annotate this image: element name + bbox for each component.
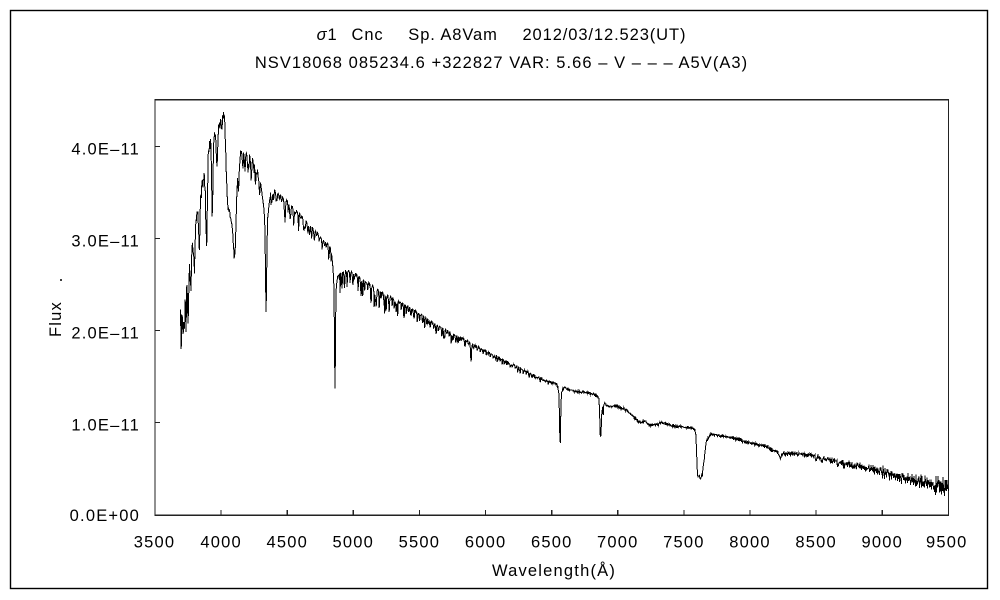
svg-text:σ1 Cnc Sp. A8Vam 2012/03: σ1 Cnc Sp. A8Vam 2012/03/12.523(UT) bbox=[317, 26, 687, 44]
svg-text:8000: 8000 bbox=[729, 534, 771, 552]
svg-text:NSV18068 085234.6 +322827 VAR:: NSV18068 085234.6 +322827 VAR: 5.66 – V … bbox=[255, 54, 748, 72]
svg-text:0.0E+00: 0.0E+00 bbox=[70, 507, 140, 525]
svg-text:2.0E–11: 2.0E–11 bbox=[71, 325, 140, 343]
svg-text:4000: 4000 bbox=[200, 534, 242, 552]
svg-text:1.0E–11: 1.0E–11 bbox=[71, 417, 140, 435]
svg-text:4.0E–11: 4.0E–11 bbox=[71, 141, 140, 159]
svg-text:Wavelength(Å): Wavelength(Å) bbox=[492, 561, 616, 580]
svg-text:3.0E–11: 3.0E–11 bbox=[71, 233, 140, 251]
svg-text:7000: 7000 bbox=[597, 534, 639, 552]
svg-text:3500: 3500 bbox=[134, 534, 176, 552]
svg-text:9000: 9000 bbox=[861, 534, 903, 552]
svg-text:6500: 6500 bbox=[531, 534, 573, 552]
svg-text:8500: 8500 bbox=[795, 534, 837, 552]
svg-text:7500: 7500 bbox=[663, 534, 705, 552]
svg-text:6000: 6000 bbox=[465, 534, 507, 552]
svg-text:5500: 5500 bbox=[399, 534, 441, 552]
svg-text:Flux: Flux bbox=[47, 301, 65, 337]
svg-text:9500: 9500 bbox=[926, 534, 968, 552]
svg-text:4500: 4500 bbox=[266, 534, 308, 552]
svg-text:5000: 5000 bbox=[333, 534, 375, 552]
